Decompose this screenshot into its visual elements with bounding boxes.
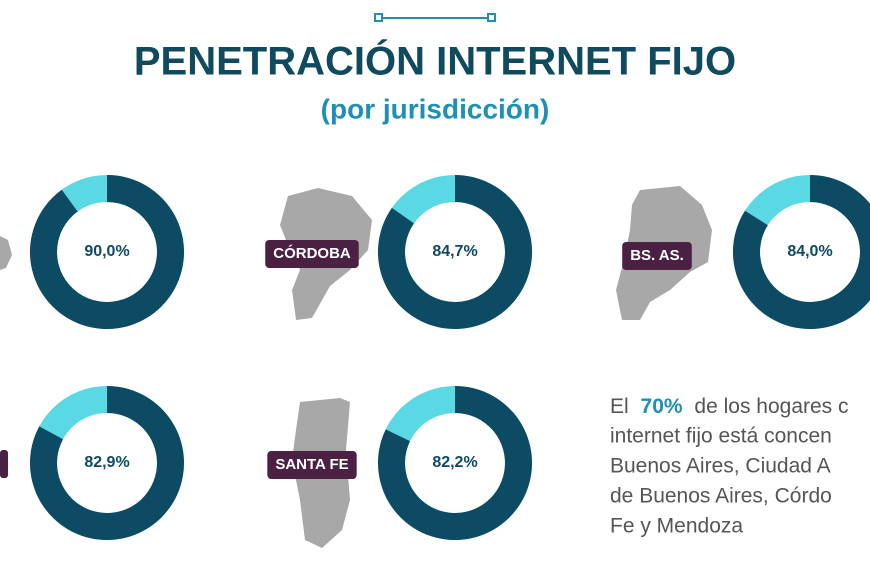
donut-segment bbox=[733, 175, 870, 329]
value-label: 84,7% bbox=[432, 243, 477, 260]
note-line: Fe y Mendoza bbox=[610, 515, 743, 538]
donut-segment bbox=[378, 386, 532, 540]
note-text: de los hogares c bbox=[694, 395, 848, 418]
value-label: 82,2% bbox=[432, 454, 477, 471]
note-line: El 70% de los hogares c bbox=[610, 395, 849, 418]
region-badge bbox=[622, 242, 692, 270]
region-label: SANTA FE bbox=[275, 456, 348, 473]
value-label: 82,9% bbox=[84, 454, 129, 471]
donut-segment bbox=[29, 175, 185, 330]
note-line: internet fijo está concen bbox=[610, 425, 832, 448]
donut-segment bbox=[29, 386, 184, 540]
donut-segment bbox=[378, 175, 532, 330]
note-highlight: 70% bbox=[641, 395, 683, 418]
region-label: CÓRDOBA bbox=[273, 244, 351, 262]
subtitle: (por jurisdicción) bbox=[321, 93, 550, 124]
note-text: El bbox=[610, 395, 629, 418]
title: PENETRACIÓN INTERNET FIJO bbox=[134, 38, 736, 84]
value-label: 84,0% bbox=[787, 243, 832, 260]
region-badge bbox=[265, 240, 359, 268]
region-label: BS. AS. bbox=[630, 247, 684, 264]
region-badge bbox=[267, 451, 357, 479]
value-label: 90,0% bbox=[84, 243, 129, 260]
decoration bbox=[374, 13, 496, 22]
note-line: Buenos Aires, Ciudad A bbox=[610, 455, 831, 478]
note-line: de Buenos Aires, Córdo bbox=[610, 485, 832, 508]
